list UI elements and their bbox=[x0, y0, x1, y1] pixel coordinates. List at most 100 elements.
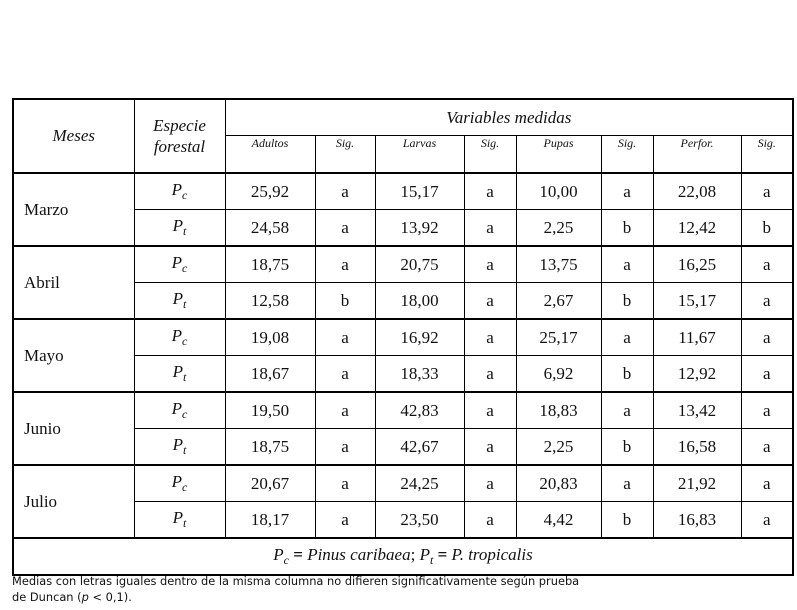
species-genus: P bbox=[171, 472, 183, 491]
table-row: Pt 18,75 a 42,67 a 2,25 b 16,58 a bbox=[13, 428, 794, 466]
value-cell: a bbox=[314, 355, 376, 393]
value-cell: 13,92 bbox=[374, 209, 465, 247]
legend-text: P bbox=[273, 545, 284, 564]
value-cell: a bbox=[740, 428, 794, 466]
table-row: Mayo Pc 19,08 a 16,92 a 25,17 a 11,67 a bbox=[12, 318, 794, 393]
table-row: Pt 24,58 a 13,92 a 2,25 b 12,42 b bbox=[13, 209, 794, 247]
species-subscript: c bbox=[182, 407, 188, 421]
value-cell: a bbox=[740, 172, 794, 210]
value-cell: a bbox=[463, 428, 517, 466]
value-cell: a bbox=[600, 172, 654, 210]
column-header: Perfor. bbox=[652, 135, 742, 174]
value-cell: a bbox=[463, 245, 517, 283]
value-cell: 19,50 bbox=[224, 391, 316, 429]
value-cell: 16,25 bbox=[652, 245, 742, 283]
value-cell: a bbox=[463, 355, 517, 393]
table-row: Marzo Pc 25,92 a 15,17 a 10,00 a 22,08 a bbox=[12, 172, 794, 247]
value-cell: 42,83 bbox=[374, 391, 465, 429]
species-subscript: t bbox=[183, 516, 187, 530]
value-cell: a bbox=[314, 391, 376, 429]
species-cell: Pc bbox=[133, 318, 226, 356]
value-cell: 18,33 bbox=[374, 355, 465, 393]
value-cell: 24,58 bbox=[224, 209, 316, 247]
footnote-text: Medias con letras iguales dentro de la m… bbox=[12, 574, 580, 588]
value-cell: a bbox=[463, 464, 517, 502]
value-cell: 6,92 bbox=[515, 355, 602, 393]
column-header: Pupas bbox=[515, 135, 602, 174]
data-table: Meses Especie forestal Variables medidas… bbox=[12, 98, 795, 576]
value-cell: 2,25 bbox=[515, 209, 602, 247]
value-cell: 20,67 bbox=[224, 464, 316, 502]
value-cell: 20,75 bbox=[374, 245, 465, 283]
species-subscript: t bbox=[183, 370, 187, 384]
value-cell: 13,75 bbox=[515, 245, 602, 283]
value-cell: a bbox=[314, 318, 376, 356]
month-cell: Marzo bbox=[12, 172, 135, 247]
species-cell: Pc bbox=[133, 245, 226, 283]
species-genus: P bbox=[172, 508, 184, 527]
value-cell: 12,58 bbox=[224, 282, 316, 320]
value-cell: 18,00 bbox=[374, 282, 465, 320]
species-subscript: c bbox=[182, 480, 188, 494]
value-cell: 12,92 bbox=[652, 355, 742, 393]
value-cell: a bbox=[314, 464, 376, 502]
month-cell: Mayo bbox=[12, 318, 135, 393]
value-cell: a bbox=[463, 391, 517, 429]
species-cell: Pt bbox=[133, 501, 226, 539]
legend-text: ; bbox=[410, 545, 420, 564]
value-cell: 42,67 bbox=[374, 428, 465, 466]
value-cell: a bbox=[600, 318, 654, 356]
value-cell: b bbox=[600, 355, 654, 393]
species-genus: P bbox=[172, 216, 184, 235]
value-cell: b bbox=[314, 282, 376, 320]
value-cell: b bbox=[740, 209, 794, 247]
value-cell: 15,17 bbox=[652, 282, 742, 320]
species-genus: P bbox=[171, 326, 183, 345]
value-cell: 10,00 bbox=[515, 172, 602, 210]
month-cell: Abril bbox=[12, 245, 135, 320]
species-cell: Pc bbox=[133, 391, 226, 429]
value-cell: a bbox=[740, 282, 794, 320]
column-header: Sig. bbox=[314, 135, 376, 174]
value-cell: 18,83 bbox=[515, 391, 602, 429]
footnote-text: < 0,1). bbox=[88, 590, 132, 604]
legend-text: t bbox=[429, 553, 434, 567]
species-cell: Pt bbox=[133, 209, 226, 247]
value-cell: 4,42 bbox=[515, 501, 602, 539]
legend-text: c bbox=[283, 553, 289, 567]
column-header: Larvas bbox=[374, 135, 465, 174]
species-cell: Pc bbox=[133, 464, 226, 502]
value-cell: 11,67 bbox=[652, 318, 742, 356]
value-cell: a bbox=[463, 318, 517, 356]
value-cell: b bbox=[600, 282, 654, 320]
value-cell: 24,25 bbox=[374, 464, 465, 502]
value-cell: 23,50 bbox=[374, 501, 465, 539]
legend-text: P. tropicalis bbox=[451, 545, 533, 564]
value-cell: a bbox=[740, 355, 794, 393]
species-cell: Pt bbox=[133, 428, 226, 466]
value-cell: a bbox=[600, 391, 654, 429]
value-cell: a bbox=[740, 245, 794, 283]
value-cell: 18,17 bbox=[224, 501, 316, 539]
value-cell: 15,17 bbox=[374, 172, 465, 210]
value-cell: a bbox=[314, 501, 376, 539]
table-row: Pt 12,58 b 18,00 a 2,67 b 15,17 a bbox=[13, 282, 794, 320]
value-cell: b bbox=[600, 209, 654, 247]
species-subscript: c bbox=[182, 261, 188, 275]
column-header: Sig. bbox=[600, 135, 654, 174]
species-genus: P bbox=[172, 435, 184, 454]
species-subscript: c bbox=[182, 188, 188, 202]
value-cell: a bbox=[314, 428, 376, 466]
legend-row: Pc = Pinus caribaea; Pt = P. tropicalis bbox=[12, 537, 794, 576]
column-header: Adultos bbox=[224, 135, 316, 174]
table-row: Junio Pc 19,50 a 42,83 a 18,83 a 13,42 a bbox=[12, 391, 794, 466]
header-cell: Especie forestal bbox=[133, 98, 226, 174]
value-cell: 25,17 bbox=[515, 318, 602, 356]
value-cell: a bbox=[463, 501, 517, 539]
value-cell: 18,75 bbox=[224, 245, 316, 283]
value-cell: 16,92 bbox=[374, 318, 465, 356]
species-subscript: c bbox=[182, 334, 188, 348]
value-cell: a bbox=[463, 172, 517, 210]
species-subscript: t bbox=[183, 443, 187, 457]
